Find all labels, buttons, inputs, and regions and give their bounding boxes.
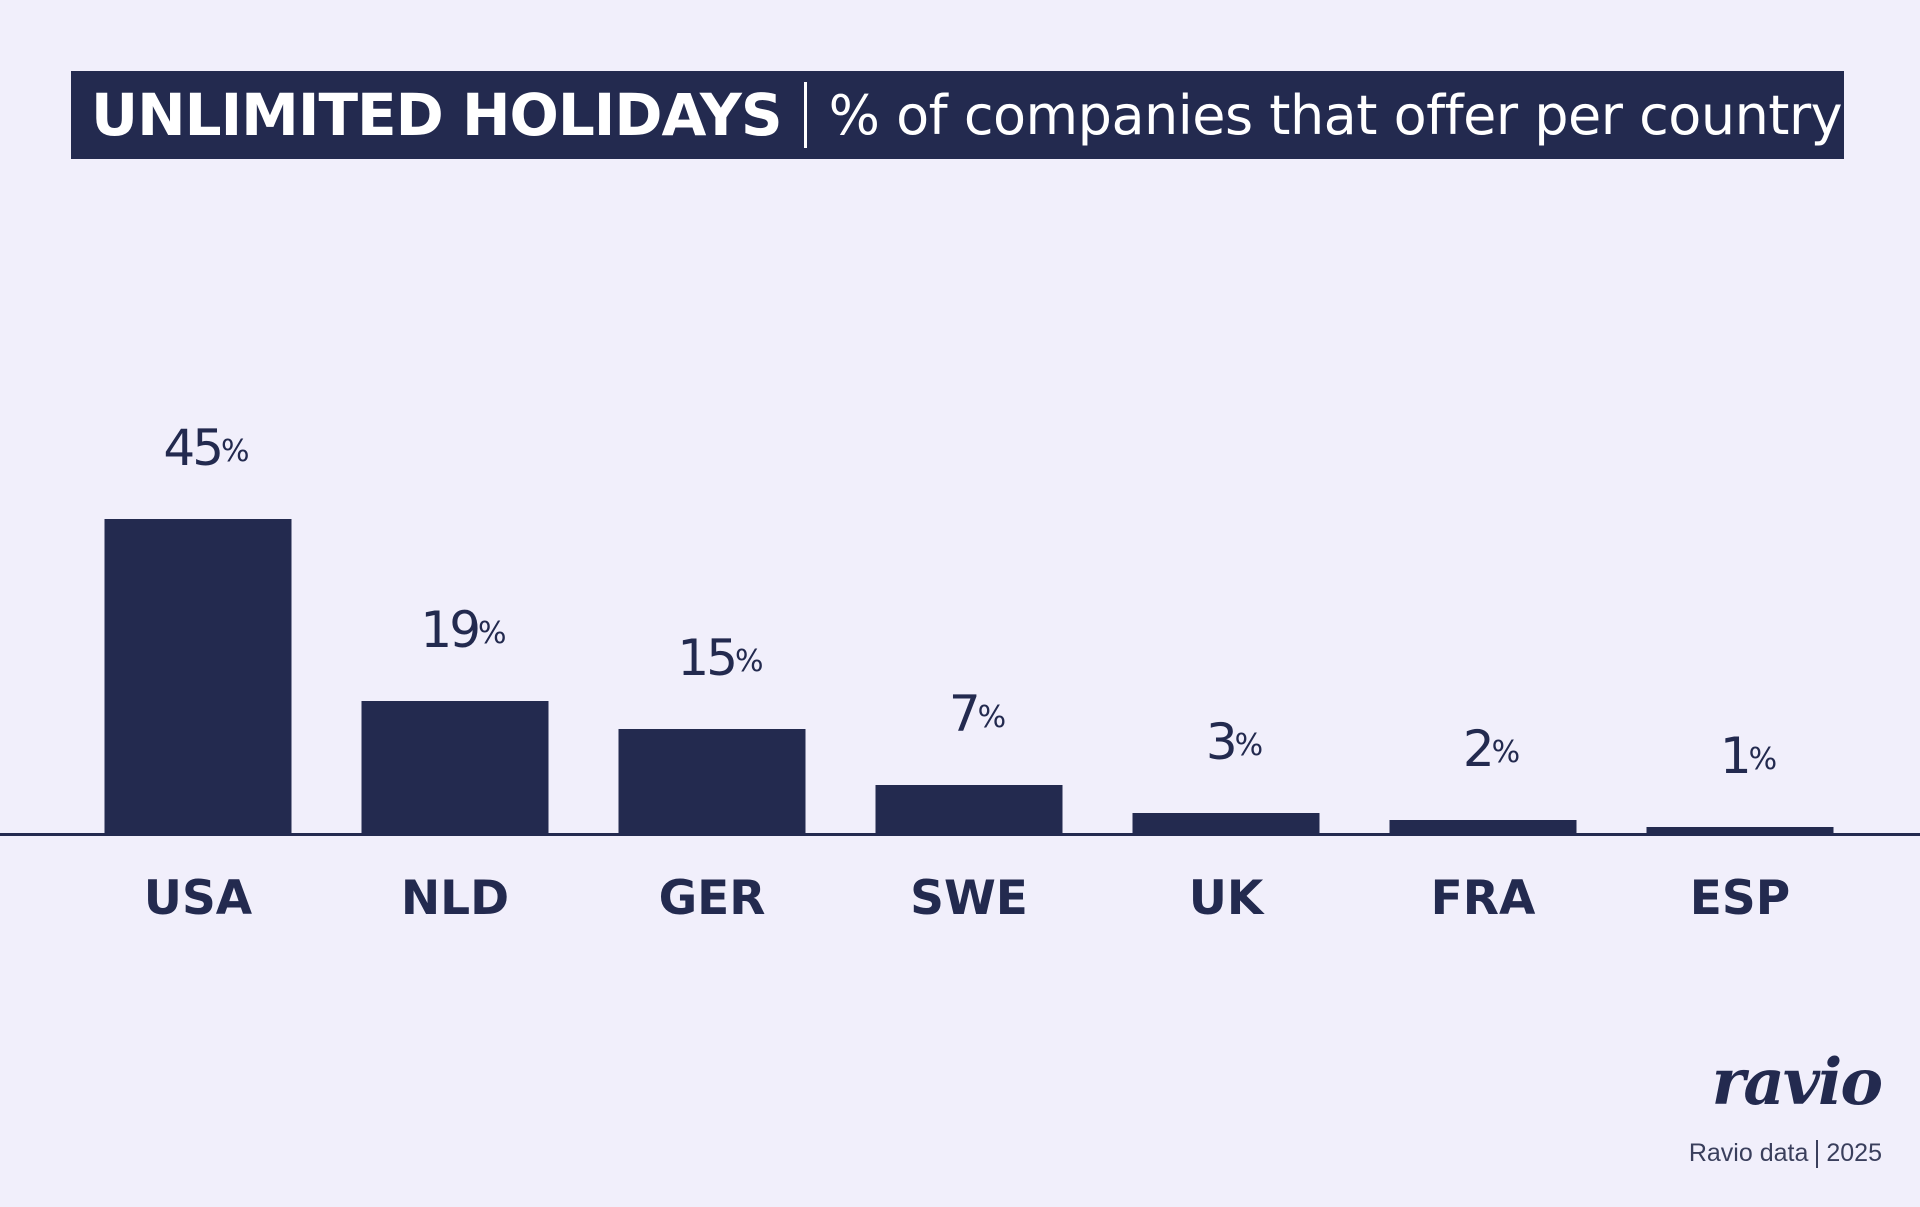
footer-divider	[1816, 1139, 1819, 1168]
data-label-nld: 19%	[420, 601, 505, 659]
source-year: 2025	[1826, 1139, 1882, 1167]
data-label-uk: 3%	[1206, 713, 1262, 771]
source-label: Ravio data	[1688, 1139, 1809, 1167]
tick-label-esp: ESP	[1690, 871, 1790, 926]
tick-label-swe: SWE	[910, 871, 1028, 926]
data-label-swe: 7%	[949, 685, 1005, 743]
ravio-logo: ravio	[1711, 1045, 1883, 1120]
data-label-usa: 45%	[163, 419, 248, 477]
bar-swe	[875, 785, 1063, 834]
bar-uk	[1132, 813, 1320, 834]
title-divider	[803, 82, 807, 148]
data-label-esp: 1%	[1720, 727, 1776, 785]
tick-label-fra: FRA	[1431, 871, 1536, 926]
tick-label-ger: GER	[659, 871, 766, 926]
bar-esp	[1646, 827, 1834, 834]
tick-label-nld: NLD	[401, 871, 509, 926]
tick-label-usa: USA	[144, 871, 253, 926]
bar-fra	[1389, 820, 1577, 834]
data-label-fra: 2%	[1463, 720, 1519, 778]
chart-title: UNLIMITED HOLIDAYS	[91, 81, 783, 149]
title-bar: UNLIMITED HOLIDAYS % of companies that o…	[71, 71, 1844, 159]
bar-usa	[104, 519, 292, 834]
bar-ger	[618, 729, 806, 834]
tick-label-uk: UK	[1189, 871, 1265, 926]
data-label-ger: 15%	[677, 629, 762, 687]
source-footer: Ravio data 2025	[1689, 1139, 1882, 1168]
bar-nld	[361, 701, 549, 834]
chart-subtitle: % of companies that offer per country	[828, 83, 1843, 147]
